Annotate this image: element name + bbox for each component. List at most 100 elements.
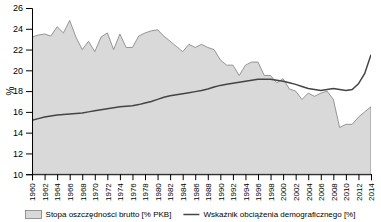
x-tick-mark [271, 174, 272, 180]
x-tick-label: 1986 [192, 183, 201, 201]
x-tick: 1960 [28, 174, 37, 201]
x-tick-mark [296, 174, 297, 180]
x-axis-line [33, 175, 372, 181]
y-tick-label: 12 [13, 149, 23, 159]
y-tick: 26 [13, 3, 32, 13]
x-tick-label: 1982 [166, 183, 175, 201]
x-tick-mark [283, 174, 284, 180]
x-tick-mark [308, 174, 309, 180]
x-tick: 2014 [367, 174, 376, 201]
x-tick-label: 1994 [242, 183, 251, 201]
area-series [32, 20, 371, 174]
x-tick-mark [245, 174, 246, 180]
y-tick-label: 16 [13, 107, 23, 117]
y-tick-mark [26, 50, 32, 51]
x-tick-label: 1996 [254, 183, 263, 201]
x-tick-mark [333, 174, 334, 180]
x-axis: 1960196219641966196819701972197419761978… [28, 174, 376, 201]
x-tick-label: 1962 [41, 183, 50, 201]
x-tick: 2002 [292, 174, 301, 201]
x-tick-label: 1978 [141, 183, 150, 201]
x-tick: 2004 [305, 174, 314, 201]
x-tick: 2010 [342, 174, 351, 201]
x-tick-mark [70, 174, 71, 180]
x-tick-label: 1984 [179, 183, 188, 201]
y-tick-mark [26, 29, 32, 30]
x-tick-label: 1970 [91, 183, 100, 201]
x-tick: 2006 [317, 174, 326, 201]
legend: Stopa oszczędności brutto [% PKB] Wskaźni… [26, 210, 356, 219]
x-tick: 1976 [129, 174, 138, 201]
y-tick-mark [26, 153, 32, 154]
x-tick: 1962 [41, 174, 50, 201]
x-tick-mark [158, 174, 159, 180]
x-tick-label: 1974 [116, 183, 125, 201]
legend-swatch [183, 214, 199, 216]
x-tick-label: 1960 [28, 183, 37, 201]
x-tick: 1978 [141, 174, 150, 201]
x-tick-mark [95, 174, 96, 180]
legend-item: Stopa oszczędności brutto [% PKB] [26, 210, 172, 219]
x-tick: 2008 [330, 174, 339, 201]
x-tick-mark [170, 174, 171, 180]
x-tick-label: 2002 [292, 183, 301, 201]
x-tick-mark [371, 174, 372, 180]
x-tick-label: 2004 [305, 183, 314, 201]
x-tick-label: 1968 [79, 183, 88, 201]
x-tick-mark [107, 174, 108, 180]
x-tick: 1998 [267, 174, 276, 201]
x-tick: 1988 [204, 174, 213, 201]
x-tick: 1970 [91, 174, 100, 201]
y-tick-mark [26, 112, 32, 113]
y-axis-line [26, 9, 33, 175]
x-tick-mark [132, 174, 133, 180]
x-tick-mark [82, 174, 83, 180]
x-tick-mark [321, 174, 322, 180]
x-tick-mark [233, 174, 234, 180]
legend-item: Wskaźnik obciążenia demograficznego [%] [183, 210, 355, 219]
line-series [32, 55, 371, 120]
x-tick-mark [208, 174, 209, 180]
chart-svg: 1960196219641966196819701972197419761978… [0, 0, 381, 222]
x-tick-mark [57, 174, 58, 180]
legend-label: Stopa oszczędności brutto [% PKB] [46, 210, 172, 219]
x-tick-label: 1976 [129, 183, 138, 201]
y-tick-label: 24 [13, 24, 23, 34]
x-tick-mark [45, 174, 46, 180]
x-tick-mark [346, 174, 347, 180]
y-axis: 101214161820222426 [13, 3, 33, 179]
y-tick-label: 10 [13, 170, 23, 180]
x-tick-mark [183, 174, 184, 180]
y-tick-mark [26, 133, 32, 134]
y-tick: 20 [13, 66, 32, 76]
y-tick-mark [26, 174, 32, 175]
plot-root: 1960196219641966196819701972197419761978… [5, 3, 377, 201]
x-tick-label: 1966 [66, 183, 75, 201]
x-tick-label: 1988 [204, 183, 213, 201]
x-tick-mark [145, 174, 146, 180]
x-tick: 1996 [254, 174, 263, 201]
y-tick-label: 20 [13, 66, 23, 76]
x-tick-mark [258, 174, 259, 180]
x-tick-mark [195, 174, 196, 180]
x-tick-label: 2006 [317, 183, 326, 201]
y-tick-label: 26 [13, 3, 23, 13]
x-tick: 1972 [104, 174, 113, 201]
plot-area [32, 20, 371, 174]
x-tick: 1966 [66, 174, 75, 201]
x-tick: 1992 [229, 174, 238, 201]
chart-container: 1960196219641966196819701972197419761978… [0, 0, 381, 222]
y-axis-label: % [5, 87, 16, 96]
legend-label: Wskaźnik obciążenia demograficznego [%] [203, 210, 355, 219]
x-tick-label: 1990 [217, 183, 226, 201]
x-tick-label: 1998 [267, 183, 276, 201]
legend-swatch [26, 211, 42, 219]
x-tick-label: 2010 [342, 183, 351, 201]
x-tick: 1994 [242, 174, 251, 201]
y-tick: 18 [13, 86, 32, 96]
x-tick: 1974 [116, 174, 125, 201]
y-tick-mark [26, 91, 32, 92]
y-tick: 14 [13, 128, 32, 138]
x-tick: 2012 [355, 174, 364, 201]
y-tick: 10 [13, 170, 32, 180]
